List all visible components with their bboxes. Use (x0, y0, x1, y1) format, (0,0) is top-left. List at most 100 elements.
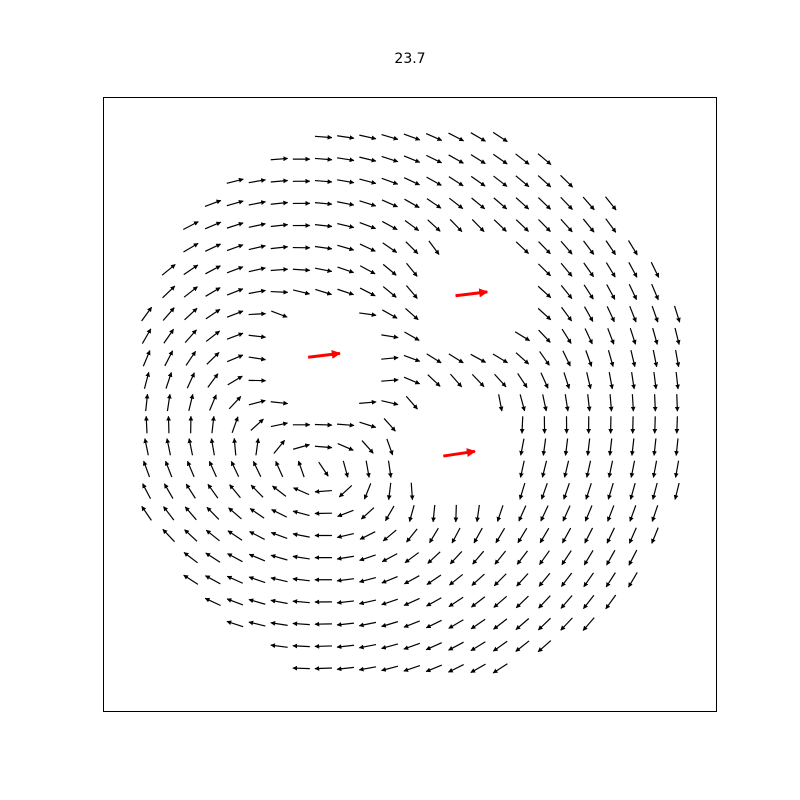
field-arrow (406, 262, 418, 277)
field-arrow (336, 666, 355, 672)
field-arrow (359, 134, 377, 141)
field-arrow (453, 504, 459, 523)
field-arrow (628, 549, 638, 566)
field-arrow (630, 349, 637, 368)
field-arrow (381, 155, 399, 163)
field-arrow (584, 505, 593, 522)
field-arrow (292, 532, 310, 538)
source-arrow (443, 448, 476, 458)
field-arrow (607, 460, 614, 478)
field-arrow (448, 353, 464, 364)
field-arrow (270, 289, 289, 295)
field-arrow (270, 643, 288, 649)
field-arrow (516, 573, 529, 587)
field-arrow (314, 267, 333, 273)
field-arrow (561, 306, 573, 322)
field-arrow (359, 178, 377, 185)
field-arrow (585, 438, 591, 456)
field-arrow (381, 643, 399, 650)
field-arrow (471, 197, 486, 210)
field-arrow (360, 507, 375, 520)
field-arrow (204, 221, 222, 230)
axes-frame (103, 97, 717, 712)
field-arrow (540, 483, 548, 500)
field-arrow (539, 527, 550, 544)
field-arrow (539, 550, 550, 565)
field-arrow (471, 373, 485, 388)
field-arrow (403, 354, 421, 363)
field-arrow (605, 196, 617, 211)
field-arrow (292, 576, 310, 582)
field-arrow (248, 399, 266, 406)
field-arrow (292, 554, 310, 560)
field-arrow (337, 135, 355, 140)
field-arrow (608, 372, 614, 390)
field-arrow (270, 421, 289, 428)
field-arrow (186, 460, 195, 478)
field-arrow (183, 264, 199, 276)
field-arrow (475, 504, 480, 523)
field-arrow (188, 393, 195, 412)
field-arrow (583, 284, 594, 300)
field-arrow (403, 177, 420, 186)
field-arrow (183, 574, 199, 585)
field-arrow (652, 416, 658, 434)
field-arrow (563, 438, 569, 456)
field-arrow (451, 527, 461, 544)
field-arrow (358, 666, 377, 672)
field-arrow (292, 289, 311, 296)
field-arrow (337, 244, 355, 252)
field-arrow (361, 440, 374, 454)
field-arrow (358, 644, 377, 650)
field-arrow (470, 641, 486, 652)
field-arrow (607, 328, 615, 345)
field-arrow (184, 529, 198, 542)
field-arrow (470, 175, 486, 187)
field-arrow (314, 223, 333, 229)
field-arrow (560, 174, 574, 188)
field-arrow (514, 331, 531, 342)
field-arrow (674, 460, 680, 478)
field-arrow (336, 577, 355, 583)
field-arrow (448, 154, 464, 164)
field-arrow (605, 262, 616, 278)
field-arrow (583, 240, 595, 255)
chart-title: 23.7 (394, 51, 425, 67)
field-arrow (182, 221, 199, 231)
field-arrow (248, 356, 266, 362)
field-arrow (205, 552, 221, 563)
field-arrow (144, 393, 150, 412)
field-arrow (226, 288, 244, 296)
field-arrow (314, 489, 332, 494)
field-arrow (471, 596, 486, 608)
field-arrow (605, 594, 617, 610)
field-arrow (562, 350, 571, 367)
field-arrow (426, 154, 443, 164)
field-arrow (381, 553, 398, 563)
field-arrow (292, 621, 310, 627)
field-arrow (404, 198, 420, 209)
field-arrow (652, 327, 659, 345)
field-arrow (359, 399, 377, 405)
field-arrow (252, 460, 262, 477)
field-arrow (403, 620, 420, 628)
field-arrow (426, 597, 442, 607)
field-arrow (359, 243, 376, 252)
field-arrow (403, 133, 421, 141)
field-arrow (318, 461, 329, 477)
field-arrow (359, 421, 377, 429)
field-arrow (248, 288, 266, 295)
field-arrow (273, 439, 286, 454)
field-arrow (226, 620, 244, 628)
field-arrow (161, 263, 176, 276)
field-arrow (427, 219, 441, 232)
field-arrow (675, 372, 680, 390)
field-arrow (405, 395, 418, 410)
field-arrow (538, 595, 551, 609)
field-arrow (492, 663, 508, 674)
field-arrow (164, 460, 173, 478)
field-arrow (381, 220, 398, 231)
field-arrow (403, 155, 421, 163)
field-arrow (337, 222, 355, 229)
field-arrow (582, 218, 595, 233)
